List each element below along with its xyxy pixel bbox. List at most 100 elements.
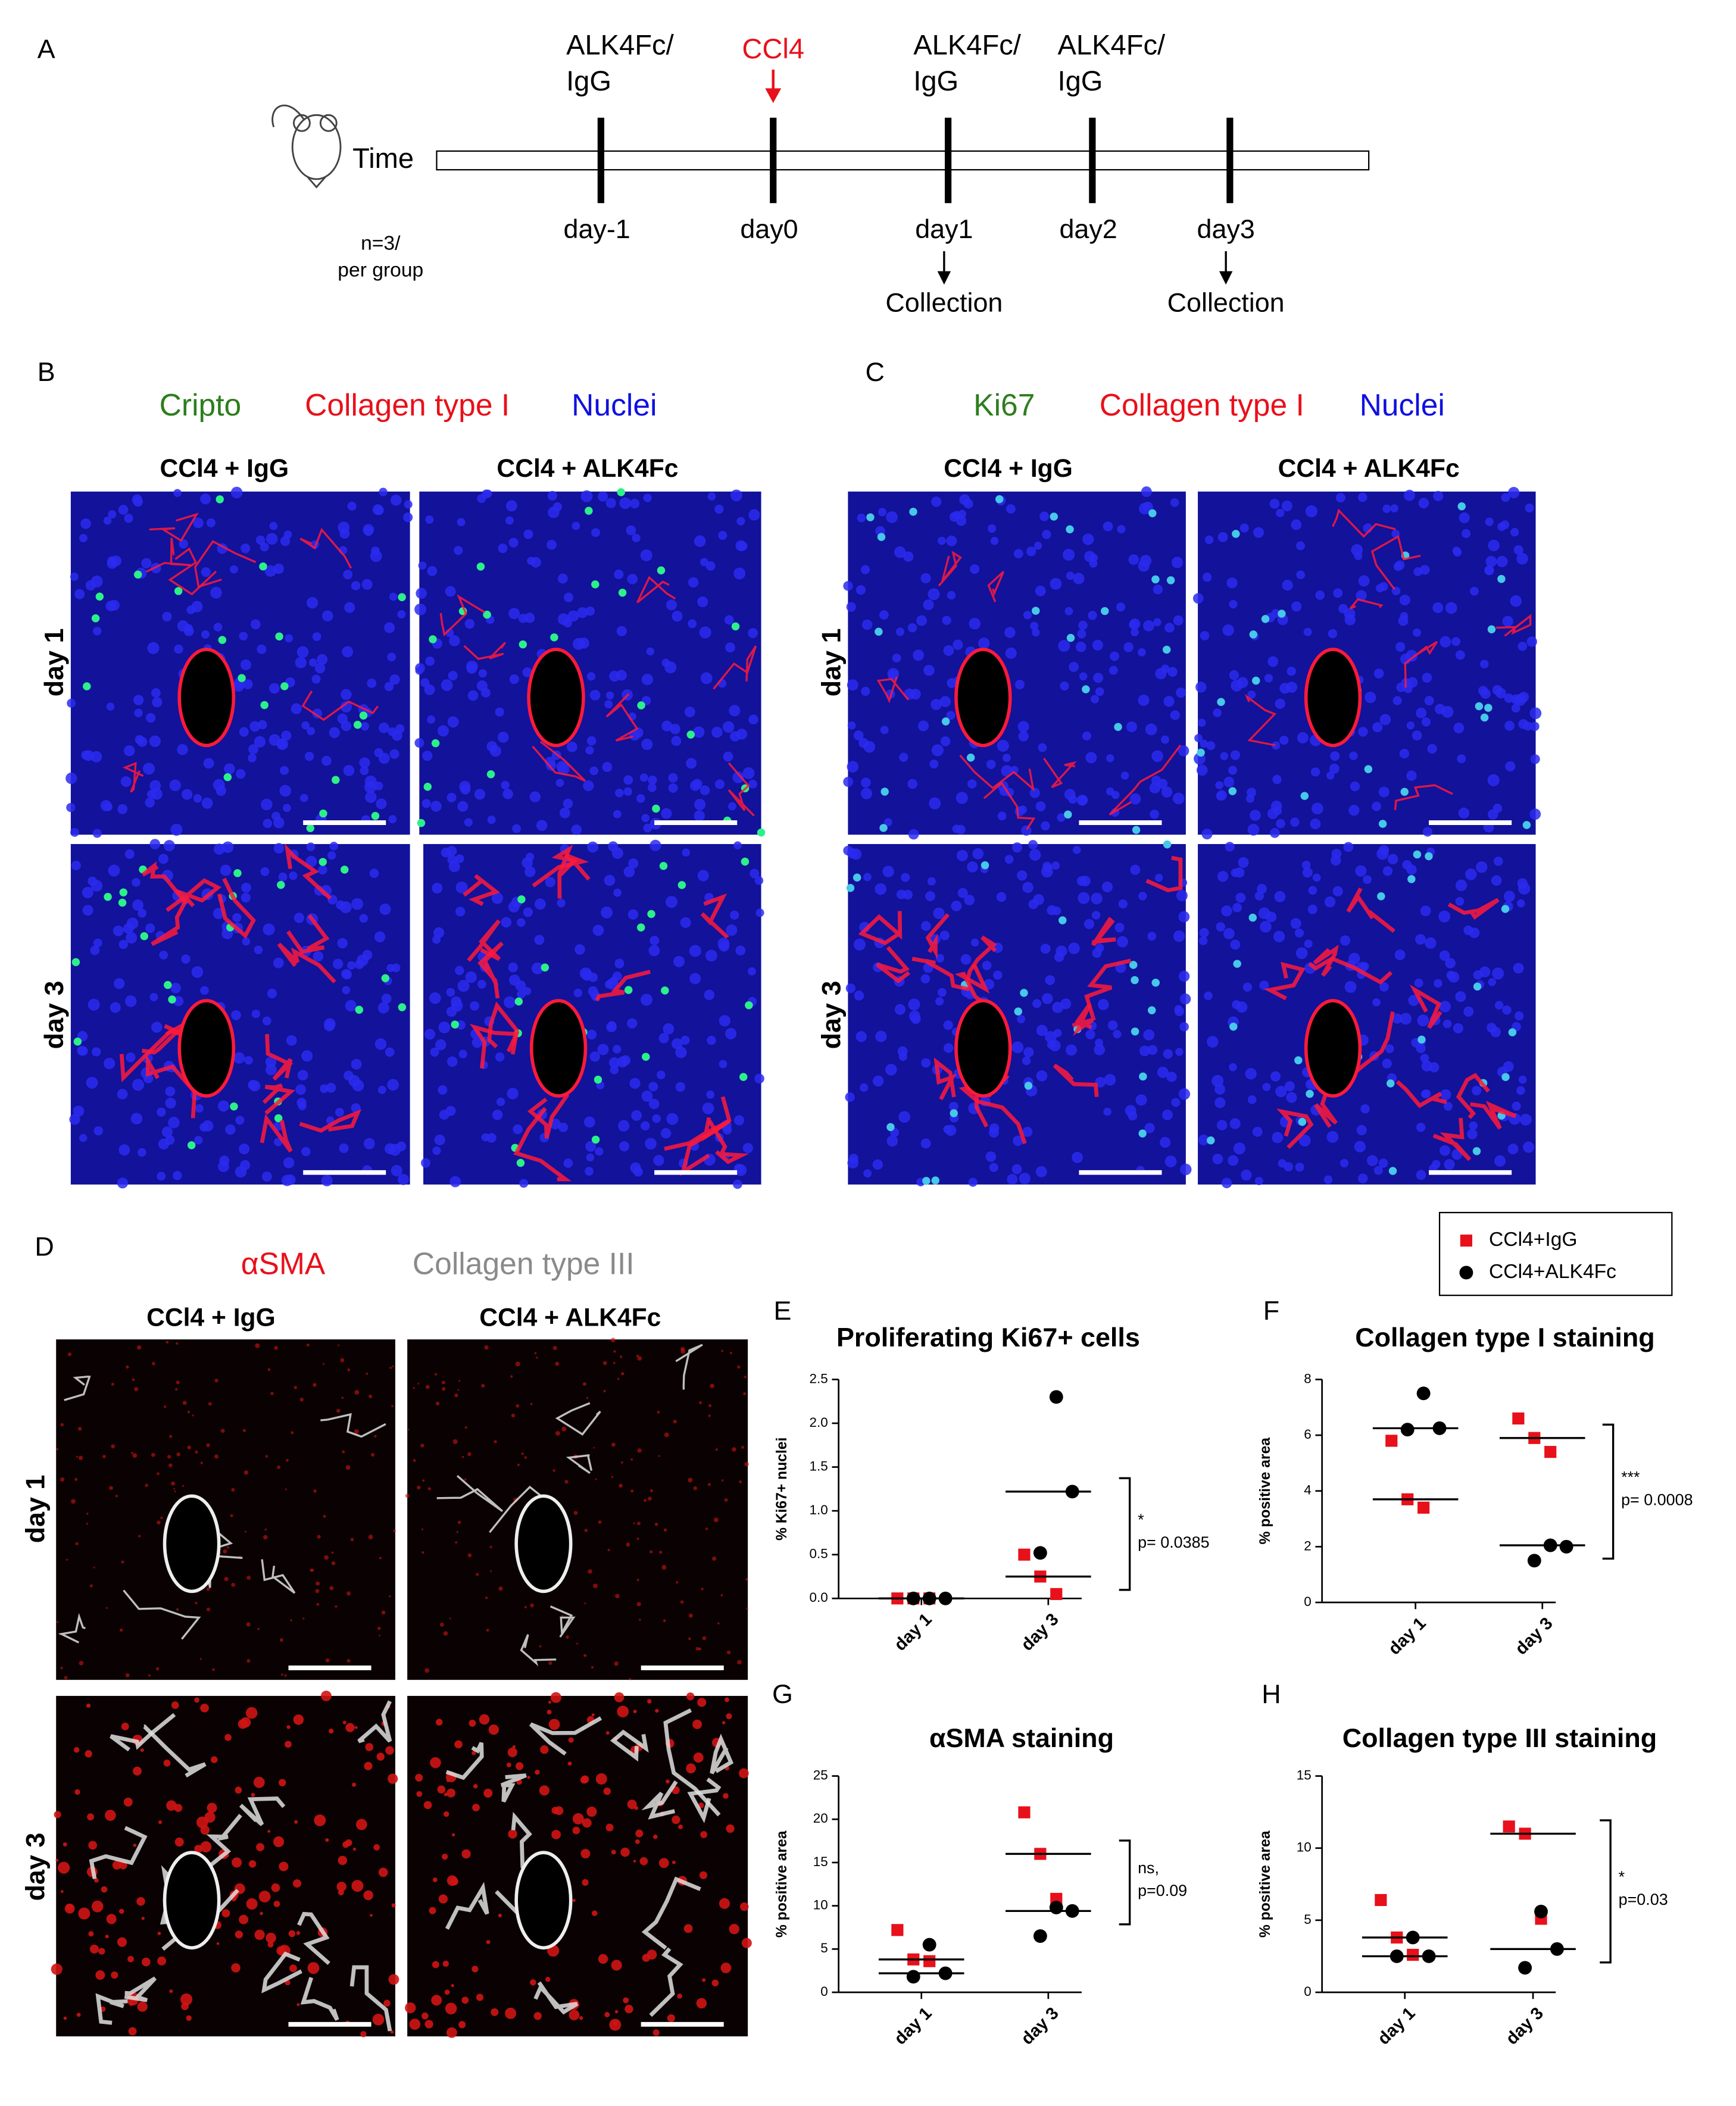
stain-spot (726, 1824, 735, 1833)
stain-spot (174, 1804, 183, 1813)
nucleus (509, 674, 519, 685)
marker-cell (886, 1123, 895, 1132)
stain-spot (267, 1941, 274, 1948)
nucleus (158, 854, 169, 864)
nucleus (1179, 1022, 1189, 1032)
marker-cell (931, 1176, 939, 1185)
fiber (1394, 784, 1453, 810)
nucleus (1079, 876, 1091, 887)
nucleus (1279, 683, 1291, 694)
nucleus (69, 1114, 80, 1125)
nucleus (169, 779, 181, 792)
nucleus (1072, 1152, 1083, 1163)
nucleus (240, 659, 252, 670)
marker-cell (757, 828, 766, 837)
stain-spot (617, 1377, 620, 1380)
stain-spot (659, 1551, 663, 1554)
nucleus (1479, 660, 1489, 668)
nucleus (435, 1039, 447, 1051)
nucleus (583, 780, 594, 792)
micrograph-background (407, 1696, 748, 2037)
stain-spot (277, 1466, 281, 1469)
nucleus (133, 695, 144, 705)
nucleus (505, 500, 517, 512)
stain-spot (63, 1842, 67, 1847)
nucleus (1202, 573, 1212, 582)
stain-spot (602, 1361, 607, 1366)
fiber (875, 946, 911, 983)
nucleus (305, 855, 317, 867)
stain-spot (58, 1861, 70, 1874)
stain-spot (712, 1556, 717, 1561)
nucleus (566, 741, 577, 752)
stain-spot (451, 1833, 455, 1837)
nucleus (1469, 1121, 1478, 1130)
stain-spot (121, 1560, 124, 1564)
nucleus (1040, 943, 1051, 954)
nucleus (643, 823, 652, 833)
nucleus (617, 1056, 628, 1068)
marker-cell (1378, 820, 1387, 828)
nucleus (1091, 892, 1103, 905)
nucleus (429, 992, 441, 1004)
panel-label: E (773, 1295, 791, 1326)
data-point (891, 1924, 904, 1936)
micrograph (843, 486, 1189, 840)
nucleus (707, 492, 716, 501)
chart-title: Collagen type I staining (1355, 1322, 1655, 1352)
nucleus (92, 829, 102, 838)
nucleus (206, 518, 216, 527)
nucleus (863, 1169, 872, 1178)
nucleus (1351, 544, 1363, 556)
nucleus (1469, 927, 1480, 939)
nucleus (149, 735, 161, 747)
stain-spot (157, 1520, 161, 1524)
stain-spot (75, 1542, 79, 1545)
nucleus (1291, 519, 1302, 530)
nucleus (728, 802, 736, 811)
stain-spot (244, 1530, 247, 1533)
nucleus (1470, 586, 1479, 596)
nucleus (1467, 1129, 1478, 1139)
nucleus (170, 982, 181, 993)
nucleus (1164, 1155, 1177, 1168)
nucleus (1514, 693, 1526, 706)
stain-label: Collagen type I (1100, 388, 1304, 422)
nucleus (1129, 618, 1141, 630)
nucleus (1228, 765, 1238, 775)
nucleus (1045, 1031, 1057, 1043)
stain-spot (323, 1514, 326, 1518)
stain-spot (182, 1485, 185, 1487)
stain-spot (354, 1726, 358, 1729)
stain-spot (648, 1496, 652, 1501)
nucleus (1023, 1047, 1034, 1058)
nucleus (1302, 867, 1313, 878)
nucleus (474, 789, 486, 800)
nucleus (501, 780, 510, 790)
nucleus (1171, 1098, 1181, 1107)
nucleus (985, 1151, 997, 1162)
nucleus (843, 581, 853, 591)
data-point (1544, 1446, 1557, 1458)
micrograph-background (1198, 843, 1536, 1185)
stain-spot (636, 1579, 639, 1582)
nucleus (1420, 565, 1430, 575)
nucleus (628, 858, 639, 869)
fiber (527, 1093, 570, 1139)
nucleus (161, 1126, 173, 1138)
stain-spot (461, 1455, 464, 1458)
nucleus (1373, 1166, 1383, 1175)
nucleus (126, 932, 138, 944)
nucleus (557, 898, 566, 908)
fiber (1456, 1073, 1490, 1120)
micrograph-background (56, 1696, 395, 2037)
nucleus (854, 990, 864, 1001)
nucleus (1507, 1143, 1519, 1155)
nucleus (1304, 939, 1313, 948)
stain-spot (379, 1557, 382, 1560)
nucleus (972, 848, 984, 860)
nucleus (1085, 1029, 1095, 1040)
marker-cell (216, 495, 224, 504)
fiber (858, 911, 903, 945)
stain-spot (552, 1345, 557, 1351)
